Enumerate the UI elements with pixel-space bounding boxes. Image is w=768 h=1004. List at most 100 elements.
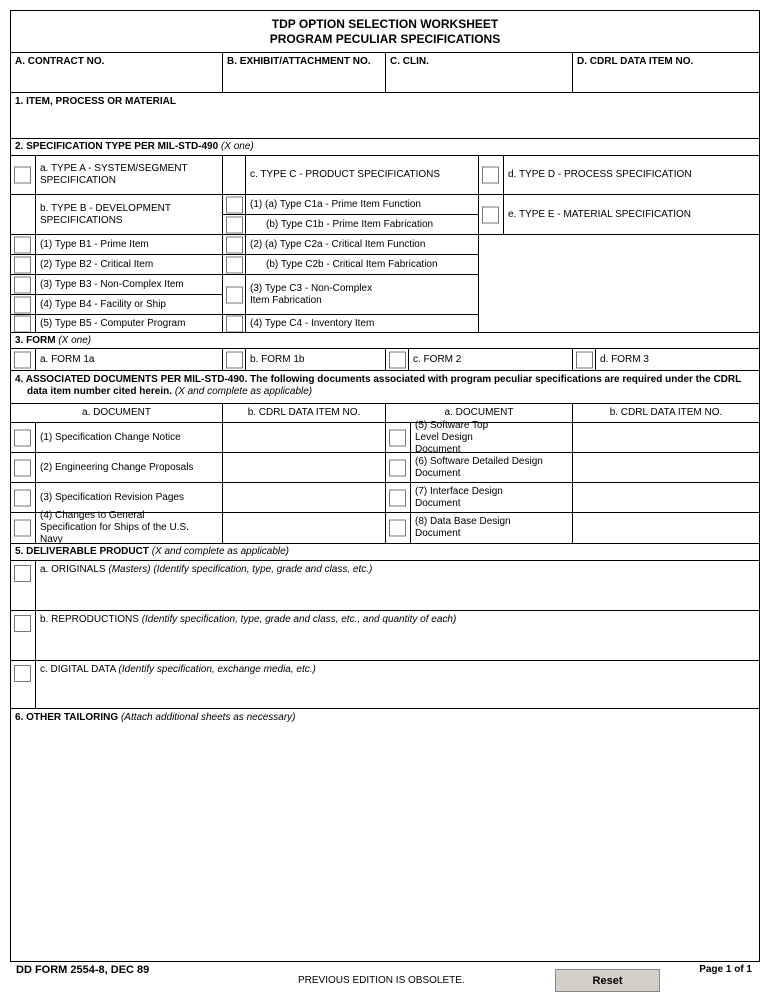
page-number: Page 1 of 1: [699, 964, 752, 975]
type-b3-text: (3) Type B3 - Non-Complex Item: [40, 278, 184, 290]
type-b5-label: (5) Type B5 - Computer Program: [35, 314, 223, 333]
checkbox-cell: [385, 452, 411, 483]
type-c2a-text: (2) (a) Type C2a - Critical Item Functio…: [250, 238, 426, 250]
type-c1a-text: (1) (a) Type C1a - Prime Item Function: [250, 198, 421, 210]
type-c4-text: (4) Type C4 - Inventory Item: [250, 317, 375, 329]
form-3-checkbox[interactable]: [576, 351, 593, 368]
reproductions-field[interactable]: b. REPRODUCTIONS (Identify specification…: [35, 610, 760, 661]
doc-6-checkbox[interactable]: [389, 459, 406, 476]
type-b2-checkbox[interactable]: [14, 256, 31, 273]
checkbox-cell: [478, 194, 504, 235]
doc-7-text: (7) Interface Design Document: [415, 485, 503, 509]
checkbox-cell: [222, 314, 246, 333]
type-c1b-text: (b) Type C1b - Prime Item Fabrication: [266, 218, 434, 230]
checkbox-cell: [10, 452, 36, 483]
doc-4-cdrl-field[interactable]: [222, 512, 386, 544]
doc-3-checkbox[interactable]: [14, 489, 31, 506]
type-c-label: c. TYPE C - PRODUCT SPECIFICATIONS: [245, 155, 479, 195]
col-header-document: a. DOCUMENT: [10, 403, 223, 423]
type-d-text: d. TYPE D - PROCESS SPECIFICATION: [508, 169, 692, 180]
reproductions-note: (Identify specification, type, grade and…: [141, 614, 457, 625]
title-line-2: PROGRAM PECULIAR SPECIFICATIONS: [269, 32, 501, 46]
deliverable-label: 5. DELIVERABLE PRODUCT: [15, 546, 149, 557]
type-e-text: e. TYPE E - MATERIAL SPECIFICATION: [508, 208, 691, 220]
doc-8-checkbox[interactable]: [389, 519, 406, 537]
cdrl-field[interactable]: D. CDRL DATA ITEM NO.: [572, 52, 760, 93]
originals-label: a. ORIGINALS: [40, 564, 106, 575]
doc-5-cdrl-field[interactable]: [572, 422, 760, 453]
col-header-cdrl: b. CDRL DATA ITEM NO.: [572, 403, 760, 423]
type-c1a-checkbox[interactable]: [226, 196, 243, 213]
checkbox-cell: [222, 194, 246, 215]
doc-7-cdrl-field[interactable]: [572, 482, 760, 513]
obsolete-notice: PREVIOUS EDITION IS OBSOLETE.: [298, 975, 465, 986]
type-c2a-label: (2) (a) Type C2a - Critical Item Functio…: [245, 234, 479, 255]
checkbox-cell: [385, 422, 411, 453]
checkbox-cell: [10, 482, 36, 513]
type-b5-checkbox[interactable]: [14, 315, 31, 332]
type-d-checkbox[interactable]: [482, 166, 499, 184]
doc-7-checkbox[interactable]: [389, 489, 406, 506]
item-field[interactable]: 1. ITEM, PROCESS OR MATERIAL: [10, 92, 760, 139]
type-a-checkbox[interactable]: [14, 166, 31, 184]
checkbox-cell: [10, 155, 36, 195]
shaded-cell: [222, 155, 246, 195]
digital-data-note: (Identify specification, exchange media,…: [118, 664, 316, 675]
type-c2b-checkbox[interactable]: [226, 256, 243, 273]
type-c2b-label: (b) Type C2b - Critical Item Fabrication: [245, 254, 479, 275]
checkbox-cell: [385, 512, 411, 544]
type-b3-label: (3) Type B3 - Non-Complex Item: [35, 274, 223, 295]
doc-2-cdrl-field[interactable]: [222, 452, 386, 483]
originals-note: (Masters) (Identify specification, type,…: [108, 564, 373, 575]
col-header-cdrl: b. CDRL DATA ITEM NO.: [222, 403, 386, 423]
doc-2-checkbox[interactable]: [14, 459, 31, 476]
doc-3-cdrl-field[interactable]: [222, 482, 386, 513]
type-c1b-checkbox[interactable]: [226, 216, 243, 233]
doc-3-label: (3) Specification Revision Pages: [35, 482, 223, 513]
doc-1-checkbox[interactable]: [14, 429, 31, 446]
other-tailoring-label: 6. OTHER TAILORING: [15, 712, 119, 723]
originals-checkbox[interactable]: [14, 565, 31, 582]
type-a-label: a. TYPE A - SYSTEM/SEGMENT SPECIFICATION: [35, 155, 223, 195]
reproductions-checkbox[interactable]: [14, 615, 31, 632]
type-e-checkbox[interactable]: [482, 206, 499, 223]
doc-8-cdrl-field[interactable]: [572, 512, 760, 544]
form-3-text: d. FORM 3: [600, 353, 649, 365]
doc-8-label: (8) Data Base Design Document: [410, 512, 573, 544]
clin-field[interactable]: C. CLIN.: [385, 52, 573, 93]
digital-data-checkbox[interactable]: [14, 665, 31, 682]
digital-data-field[interactable]: c. DIGITAL DATA (Identify specification,…: [35, 660, 760, 709]
title-line-1: TDP OPTION SELECTION WORKSHEET: [271, 17, 499, 31]
type-b2-label: (2) Type B2 - Critical Item: [35, 254, 223, 275]
type-c1b-label: (b) Type C1b - Prime Item Fabrication: [245, 214, 479, 235]
type-b4-checkbox[interactable]: [14, 296, 31, 313]
type-b3-checkbox[interactable]: [14, 276, 31, 293]
exhibit-field[interactable]: B. EXHIBIT/ATTACHMENT NO.: [222, 52, 386, 93]
doc-1-cdrl-field[interactable]: [222, 422, 386, 453]
doc-4-checkbox[interactable]: [14, 519, 31, 537]
checkbox-cell: [10, 512, 36, 544]
reproductions-label: b. REPRODUCTIONS: [40, 614, 139, 625]
type-c3-checkbox[interactable]: [226, 286, 243, 303]
assoc-label: 4. ASSOCIATED DOCUMENTS PER MIL-STD-490.…: [15, 374, 742, 397]
doc-5-checkbox[interactable]: [389, 429, 406, 446]
col-document-text: a. DOCUMENT: [444, 407, 514, 418]
type-c4-checkbox[interactable]: [226, 315, 243, 332]
originals-field[interactable]: a. ORIGINALS (Masters) (Identify specifi…: [35, 560, 760, 611]
other-tailoring-field[interactable]: 6. OTHER TAILORING (Attach additional sh…: [10, 708, 760, 962]
reset-button[interactable]: Reset: [555, 969, 660, 992]
form-1b-checkbox[interactable]: [226, 351, 243, 368]
type-b-label: b. TYPE B - DEVELOPMENT SPECIFICATIONS: [35, 194, 223, 235]
form-1a-checkbox[interactable]: [14, 351, 31, 368]
contract-no-field[interactable]: A. CONTRACT NO.: [10, 52, 223, 93]
form-header: 3. FORM (X one): [10, 332, 760, 349]
type-c2a-checkbox[interactable]: [226, 236, 243, 253]
clin-label: C. CLIN.: [390, 56, 429, 67]
col-cdrl-text: b. CDRL DATA ITEM NO.: [247, 407, 361, 418]
doc-6-cdrl-field[interactable]: [572, 452, 760, 483]
col-cdrl-text: b. CDRL DATA ITEM NO.: [609, 407, 723, 418]
form-note: (X one): [58, 335, 92, 346]
form-2-checkbox[interactable]: [389, 351, 406, 368]
type-b1-checkbox[interactable]: [14, 236, 31, 253]
doc-8-text: (8) Data Base Design Document: [415, 516, 511, 539]
